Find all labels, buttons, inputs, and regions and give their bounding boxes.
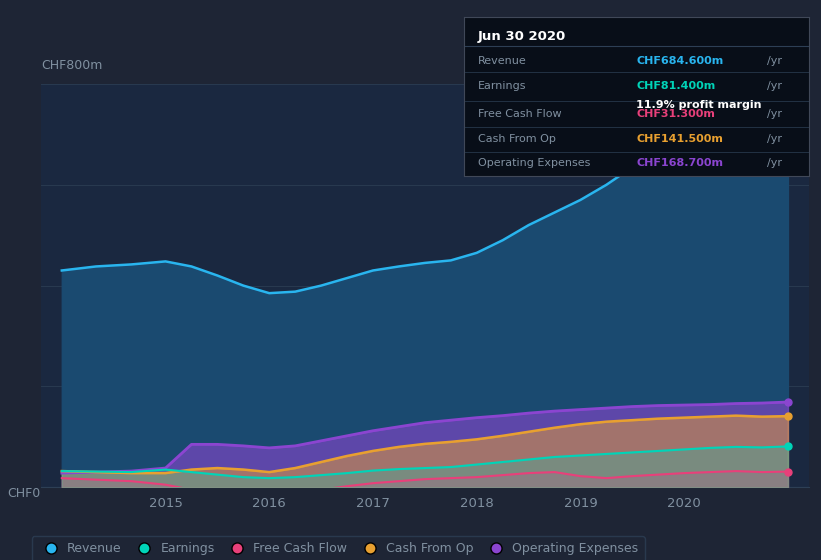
Legend: Revenue, Earnings, Free Cash Flow, Cash From Op, Operating Expenses: Revenue, Earnings, Free Cash Flow, Cash … [32,536,644,560]
Text: CHF0: CHF0 [7,487,40,500]
Text: Jun 30 2020: Jun 30 2020 [478,30,566,43]
Text: /yr: /yr [768,55,782,66]
Text: Earnings: Earnings [478,81,526,91]
Text: Revenue: Revenue [478,55,526,66]
Text: 11.9% profit margin: 11.9% profit margin [636,100,762,110]
Text: CHF81.400m: CHF81.400m [636,81,716,91]
Text: CHF168.700m: CHF168.700m [636,158,723,168]
Text: CHF31.300m: CHF31.300m [636,109,715,119]
Text: Operating Expenses: Operating Expenses [478,158,590,168]
Text: CHF684.600m: CHF684.600m [636,55,723,66]
Text: Free Cash Flow: Free Cash Flow [478,109,562,119]
Text: /yr: /yr [768,81,782,91]
Text: /yr: /yr [768,158,782,168]
Text: CHF800m: CHF800m [41,59,103,72]
Text: CHF141.500m: CHF141.500m [636,134,723,144]
Text: /yr: /yr [768,134,782,144]
Text: Cash From Op: Cash From Op [478,134,556,144]
Text: /yr: /yr [768,109,782,119]
